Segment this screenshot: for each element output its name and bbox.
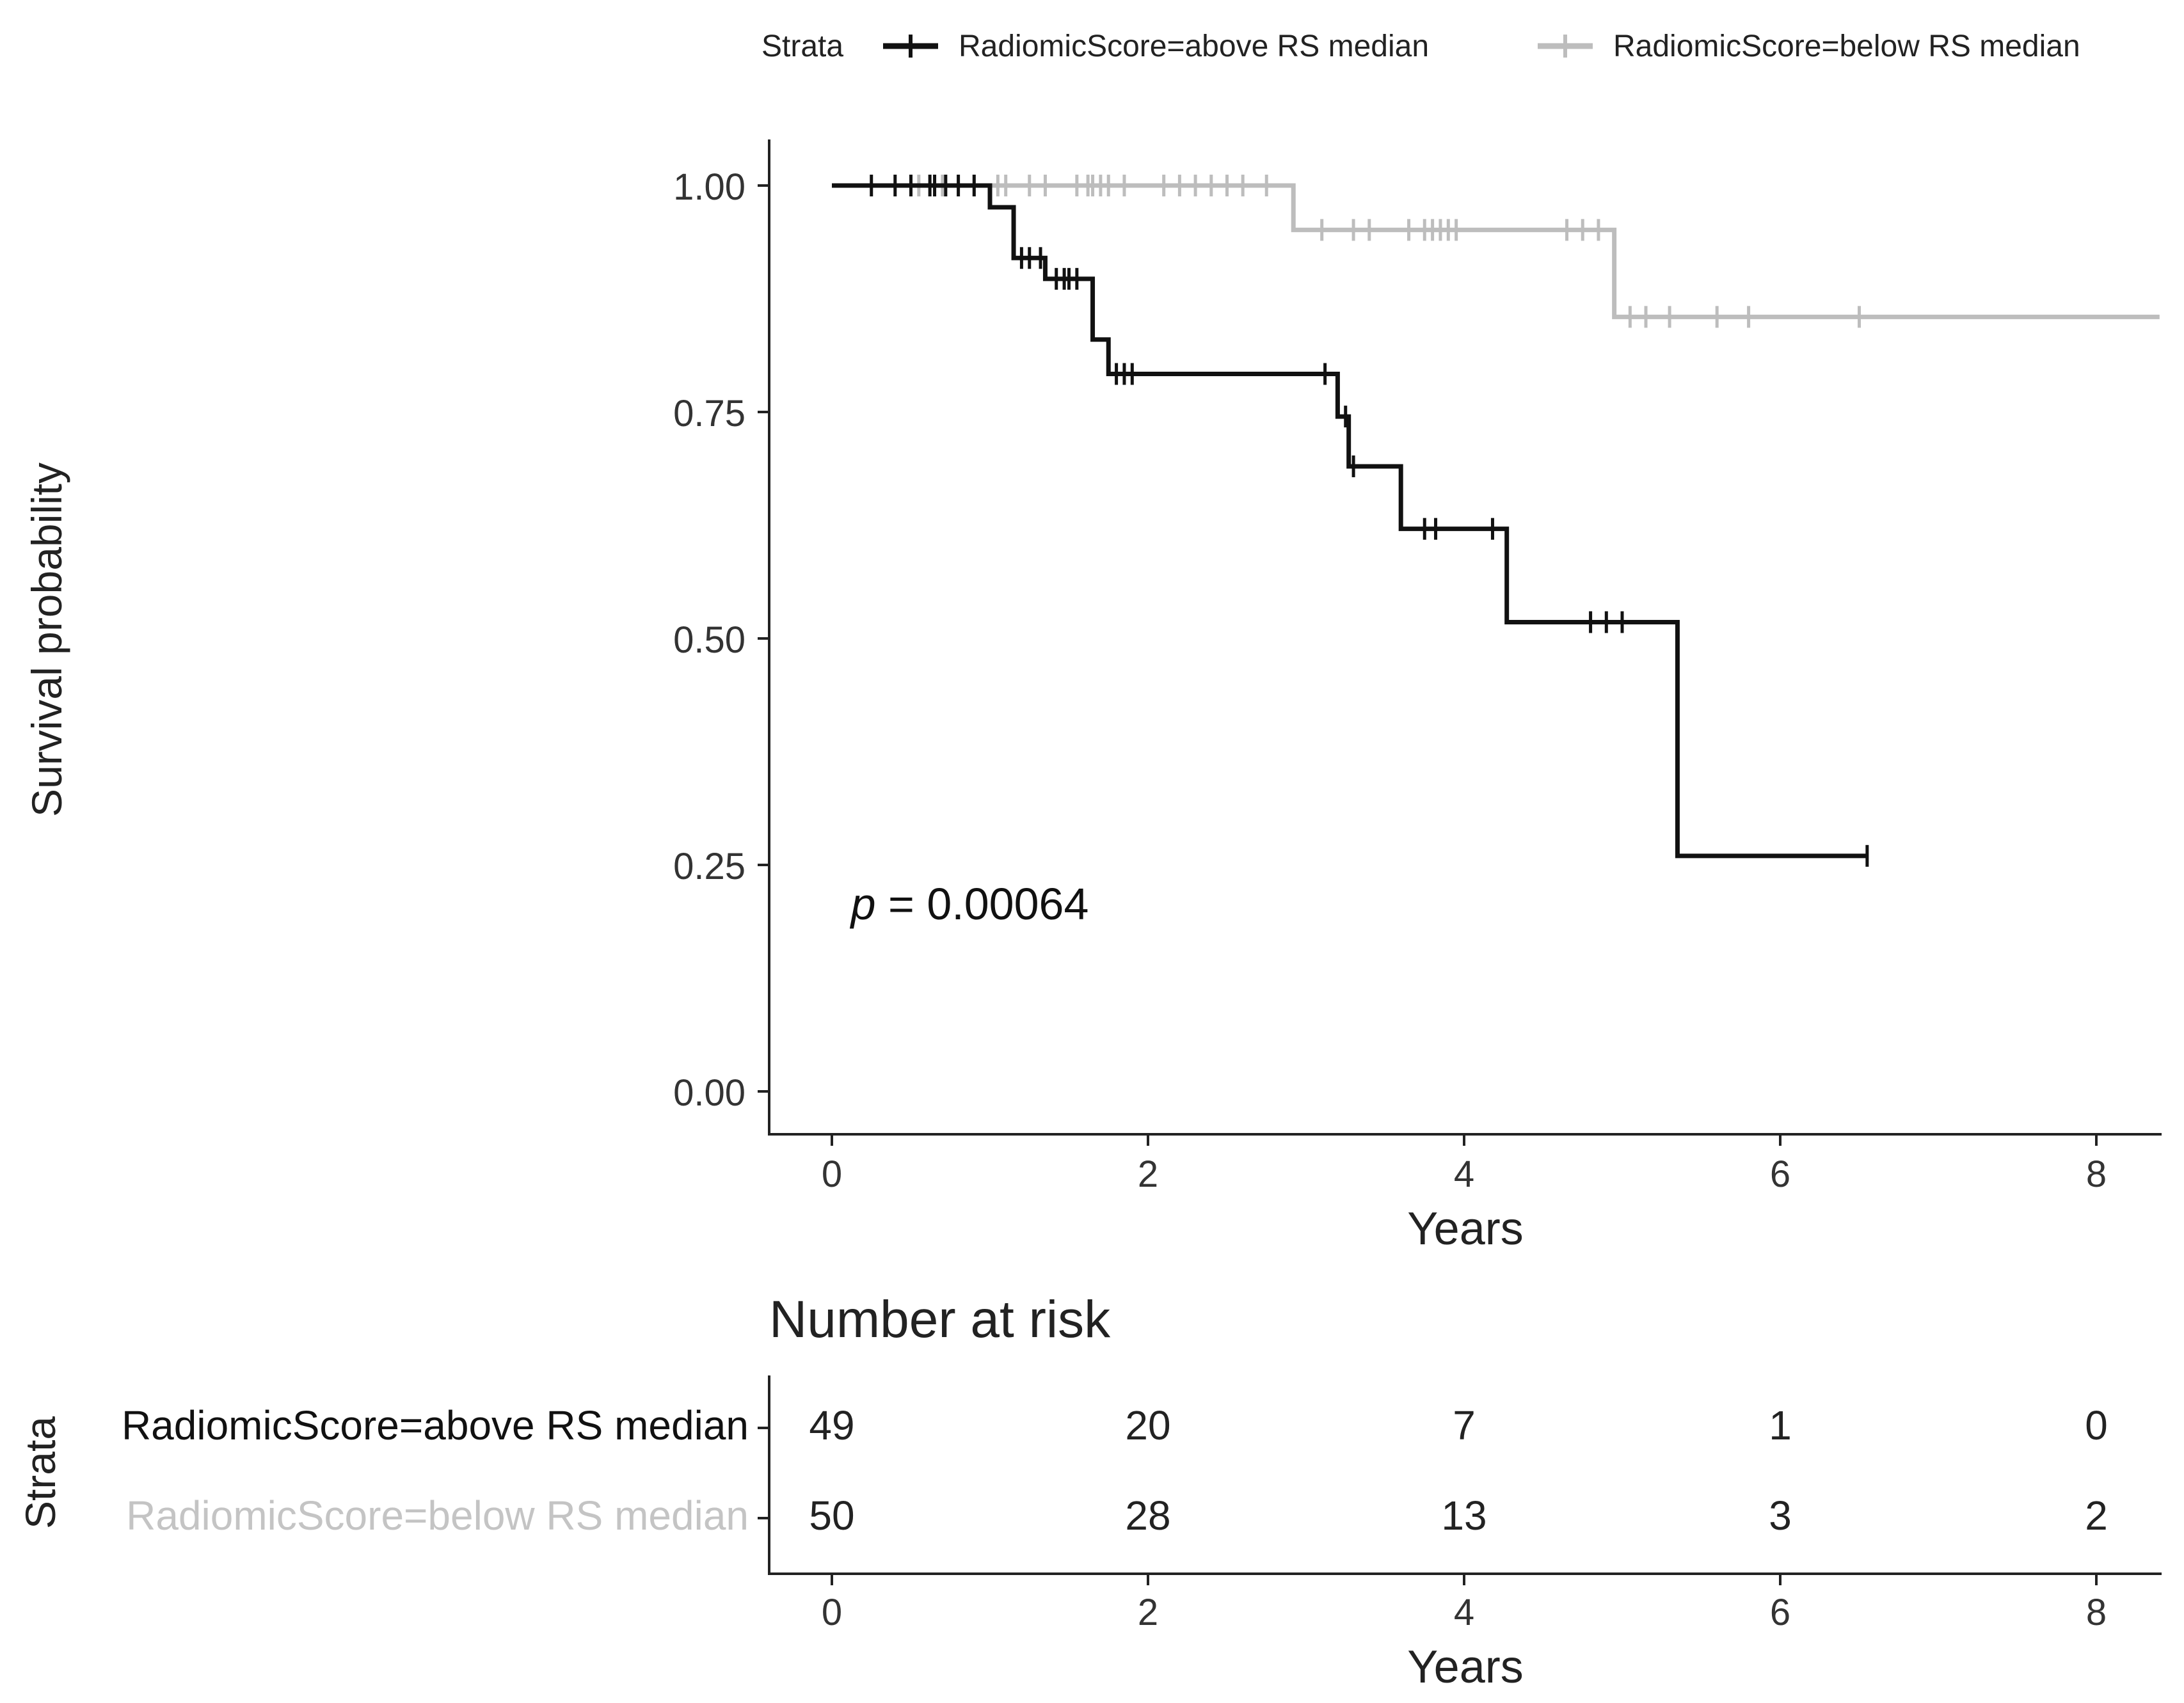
- x-tick-label: 8: [2086, 1153, 2107, 1195]
- risk-count: 13: [1441, 1493, 1487, 1539]
- risk-count: 49: [809, 1402, 854, 1448]
- main-plot: 0.00 0.25 0.50 0.75 1.00 0 2 4 6 8 Survival prob…: [23, 139, 2162, 1255]
- survival-curve-below: [832, 183, 2160, 319]
- survival-curve-above: [832, 183, 1867, 859]
- risk-count: 28: [1125, 1493, 1170, 1539]
- risk-table-x-label: Years: [1407, 1642, 1523, 1693]
- risk-table-title: Number at risk: [769, 1290, 1111, 1349]
- svg-text:p = 0.00064: p = 0.00064: [850, 879, 1089, 929]
- risk-x-tick-label: 4: [1454, 1592, 1474, 1633]
- legend-label-above: RadiomicScore=above RS median: [959, 29, 1429, 63]
- risk-table-x-ticks: 0 2 4 6 8: [822, 1574, 2107, 1633]
- x-axis-label: Years: [1407, 1203, 1523, 1255]
- legend-title: Strata: [761, 29, 843, 63]
- risk-count: 50: [809, 1493, 854, 1539]
- x-tick-label: 4: [1454, 1153, 1474, 1195]
- legend: Strata RadiomicScore=above RS median Rad…: [761, 29, 2080, 63]
- risk-count: 1: [1769, 1402, 1792, 1448]
- risk-count: 3: [1769, 1493, 1792, 1539]
- risk-count: 20: [1125, 1402, 1170, 1448]
- risk-count: 0: [2085, 1402, 2108, 1448]
- y-axis-label: Survival probability: [23, 463, 70, 817]
- risk-x-tick-label: 0: [822, 1592, 842, 1633]
- risk-row-label-below: RadiomicScore=below RS median: [126, 1493, 749, 1539]
- risk-count: 7: [1453, 1402, 1476, 1448]
- y-tick-label: 1.00: [673, 166, 745, 208]
- y-tick-label: 0.50: [673, 619, 745, 661]
- risk-count: 2: [2085, 1493, 2108, 1539]
- risk-row-label-above: RadiomicScore=above RS median: [122, 1402, 749, 1448]
- risk-table-y-label: Strata: [17, 1416, 64, 1529]
- y-tick-label: 0.25: [673, 846, 745, 887]
- x-tick-label: 6: [1770, 1153, 1790, 1195]
- y-ticks: 0.00 0.25 0.50 0.75 1.00: [673, 166, 769, 1114]
- y-tick-label: 0.00: [673, 1072, 745, 1114]
- risk-counts: 49 20 7 1 0 50 28 13 3 2: [809, 1402, 2107, 1539]
- risk-table: Number at risk RadiomicScore=above RS me…: [17, 1290, 2162, 1693]
- y-tick-label: 0.75: [673, 393, 745, 434]
- x-ticks: 0 2 4 6 8: [822, 1134, 2107, 1195]
- p-symbol: p: [850, 879, 876, 929]
- legend-label-below: RadiomicScore=below RS median: [1613, 29, 2080, 63]
- survival-curves: [832, 175, 2160, 867]
- x-tick-label: 0: [822, 1153, 842, 1195]
- p-value-annotation: p = 0.00064: [850, 879, 1089, 929]
- risk-x-tick-label: 8: [2086, 1592, 2107, 1633]
- x-tick-label: 2: [1138, 1153, 1158, 1195]
- p-value: = 0.00064: [876, 879, 1089, 929]
- risk-x-tick-label: 2: [1138, 1592, 1158, 1633]
- risk-x-tick-label: 6: [1770, 1592, 1790, 1633]
